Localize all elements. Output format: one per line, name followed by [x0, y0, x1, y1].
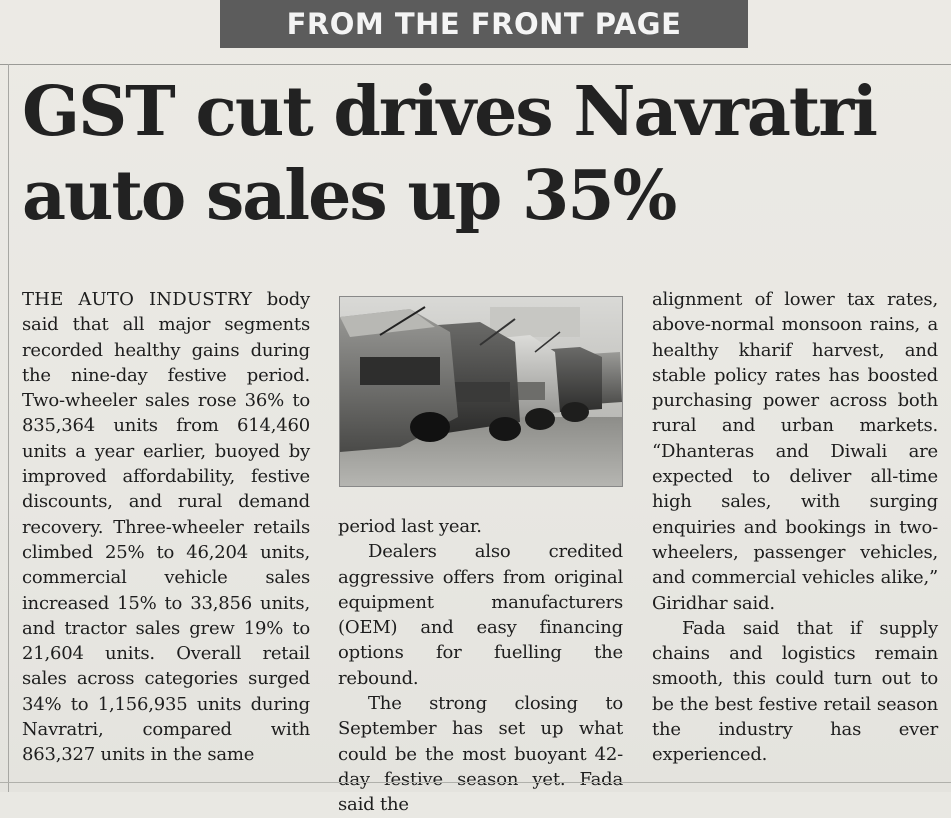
section-banner: FROM THE FRONT PAGE — [220, 0, 748, 48]
article-column-3: alignment of lower tax rates, above-norm… — [652, 287, 938, 768]
headline-line-1: GST cut drives Navratri — [22, 72, 878, 152]
cars-illustration — [340, 297, 622, 486]
lead-in-caps: THE AUTO INDUSTRY — [22, 289, 253, 310]
column-2-paragraph-2: Dealers also credited aggressive offers … — [338, 541, 623, 689]
top-divider — [0, 64, 951, 65]
column-2-paragraph-3: The strong closing to September has set … — [338, 693, 623, 816]
article-headline: GST cut drives Navratri auto sales up 35… — [22, 70, 922, 238]
column-3-paragraph-2: Fada said that if supply chains and logi… — [652, 617, 938, 766]
column-1-paragraph: THE AUTO INDUSTRY body said that all maj… — [22, 287, 310, 768]
parked-cars-photo — [339, 296, 623, 487]
column-3-paragraph-1: alignment of lower tax rates, above-norm… — [652, 289, 938, 614]
article-column-2: period last year. Dealers also credited … — [338, 514, 623, 818]
headline-line-2: auto sales up 35% — [22, 156, 677, 236]
article-column-1: THE AUTO INDUSTRY body said that all maj… — [22, 287, 310, 768]
column-2-paragraph-1: period last year. — [338, 516, 482, 537]
bottom-divider — [0, 782, 951, 783]
left-divider — [8, 64, 9, 792]
column-1-text: body said that all major segments record… — [22, 289, 310, 766]
